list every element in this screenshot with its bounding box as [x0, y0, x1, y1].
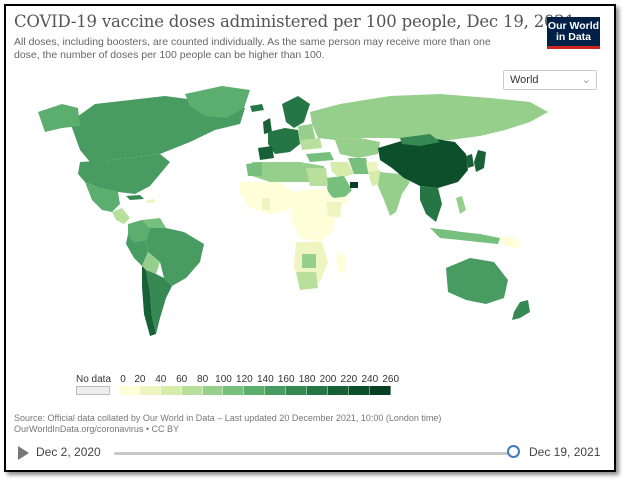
country-india[interactable]	[378, 172, 410, 216]
legend-bin-12[interactable]	[369, 386, 391, 395]
country-greenland[interactable]	[185, 86, 250, 118]
timeline-handle[interactable]	[507, 445, 520, 458]
legend-bin-7[interactable]	[265, 386, 287, 395]
legend-tick-label: 40	[155, 374, 167, 385]
legend-bin-0[interactable]	[119, 386, 140, 395]
source-note: Source: Official data collated by Our Wo…	[14, 413, 441, 435]
legend-tick-label: 260	[382, 374, 400, 385]
region-select[interactable]: World ⌄	[503, 70, 597, 90]
legend-no-data-swatch[interactable]	[76, 386, 110, 395]
legend-tick-label: 100	[215, 374, 232, 385]
chart-subtitle: All doses, including boosters, are count…	[14, 36, 491, 61]
legend-tick-label: 220	[340, 374, 358, 385]
owid-logo[interactable]: Our World in Data	[547, 17, 600, 49]
timeline-start-label[interactable]: Dec 2, 2020	[36, 445, 101, 459]
legend-tick-label: 160	[277, 374, 295, 385]
country-botswana[interactable]	[302, 254, 316, 268]
country-australia[interactable]	[446, 258, 508, 304]
logo-accent-bar	[547, 46, 600, 49]
country-kazakhstan[interactable]	[335, 138, 380, 158]
country-mexico[interactable]	[85, 182, 120, 212]
country-central-america[interactable]	[112, 208, 130, 224]
chevron-down-icon: ⌄	[581, 74, 591, 86]
play-icon[interactable]	[18, 446, 29, 460]
legend-tick-label: 200	[319, 374, 337, 385]
country-japan[interactable]	[474, 150, 486, 172]
country-bolivia[interactable]	[142, 252, 160, 274]
timeline-track[interactable]	[114, 452, 514, 455]
country-papua[interactable]	[500, 236, 520, 248]
country-colombia[interactable]	[128, 220, 150, 242]
country-usa[interactable]	[78, 154, 170, 194]
region-select-value: World	[510, 74, 539, 86]
country-madagascar[interactable]	[336, 252, 346, 274]
country-uae[interactable]	[350, 182, 358, 188]
country-turkey[interactable]	[306, 152, 334, 162]
legend-tick-label: 180	[298, 374, 316, 385]
legend-tick-label: 0	[120, 374, 126, 385]
timeline-end-label[interactable]: Dec 19, 2021	[529, 445, 601, 459]
legend-bin-5[interactable]	[223, 386, 245, 395]
country-egypt[interactable]	[306, 168, 328, 186]
legend-color-scale[interactable]	[119, 386, 391, 395]
country-chile[interactable]	[142, 266, 156, 336]
country-iceland[interactable]	[250, 104, 264, 112]
world-map[interactable]	[0, 82, 624, 372]
country-brazil[interactable]	[146, 228, 204, 286]
country-mongolia[interactable]	[400, 134, 440, 146]
country-alaska[interactable]	[38, 104, 80, 132]
country-uk[interactable]	[263, 118, 272, 134]
source-line-2[interactable]: OurWorldInData.org/coronavirus • CC BY	[14, 424, 180, 434]
country-saudi-arabia[interactable]	[326, 176, 352, 202]
country-south-africa[interactable]	[296, 272, 318, 290]
legend-bin-10[interactable]	[327, 386, 349, 395]
country-afghanistan[interactable]	[366, 162, 378, 172]
legend-bin-2[interactable]	[160, 386, 182, 395]
logo-line-2: in Data	[555, 31, 591, 43]
country-middle-east[interactable]	[330, 162, 354, 178]
legend-bin-6[interactable]	[244, 386, 266, 395]
country-scandinavia[interactable]	[282, 96, 310, 128]
country-russia[interactable]	[310, 94, 548, 140]
country-china[interactable]	[378, 138, 468, 188]
country-pakistan[interactable]	[368, 170, 382, 186]
country-indonesia[interactable]	[430, 228, 500, 244]
country-hispaniola[interactable]	[146, 199, 155, 203]
legend-tick-label: 20	[134, 374, 146, 385]
country-new-zealand[interactable]	[512, 300, 530, 320]
legend-bin-11[interactable]	[348, 386, 370, 395]
legend-tick-label: 80	[197, 374, 209, 385]
legend-bin-1[interactable]	[139, 386, 161, 395]
logo-line-1: Our World	[547, 20, 600, 32]
country-north-africa[interactable]	[252, 162, 326, 182]
country-iberia[interactable]	[258, 146, 274, 160]
country-iran[interactable]	[348, 158, 370, 174]
legend-bin-4[interactable]	[202, 386, 224, 395]
legend-tick-label: 60	[176, 374, 188, 385]
country-argentina[interactable]	[146, 270, 172, 334]
legend-bin-9[interactable]	[307, 386, 328, 395]
legend-bin-8[interactable]	[286, 386, 308, 395]
country-southeast-asia[interactable]	[420, 186, 442, 222]
legend-tick-label: 240	[361, 374, 379, 385]
country-korea[interactable]	[466, 154, 474, 168]
legend-bin-3[interactable]	[181, 386, 203, 395]
legend-tick-label: 120	[236, 374, 253, 385]
country-central-africa[interactable]	[290, 188, 336, 242]
country-ukraine[interactable]	[300, 138, 322, 150]
country-venezuela[interactable]	[142, 218, 166, 228]
country-cuba[interactable]	[126, 195, 144, 200]
country-west-europe[interactable]	[268, 128, 300, 154]
chart-title: COVID-19 vaccine doses administered per …	[14, 12, 575, 31]
legend-tick-label: 140	[256, 374, 274, 385]
country-morocco[interactable]	[246, 162, 262, 176]
country-peru[interactable]	[126, 234, 148, 266]
country-ghana[interactable]	[262, 198, 270, 210]
timeline: Dec 2, 2020 Dec 19, 2021	[14, 444, 604, 462]
legend-no-data-label: No data	[76, 374, 112, 385]
source-line-1: Source: Official data collated by Our Wo…	[14, 413, 442, 423]
country-ethiopia[interactable]	[326, 202, 342, 218]
country-philippines[interactable]	[456, 196, 466, 214]
